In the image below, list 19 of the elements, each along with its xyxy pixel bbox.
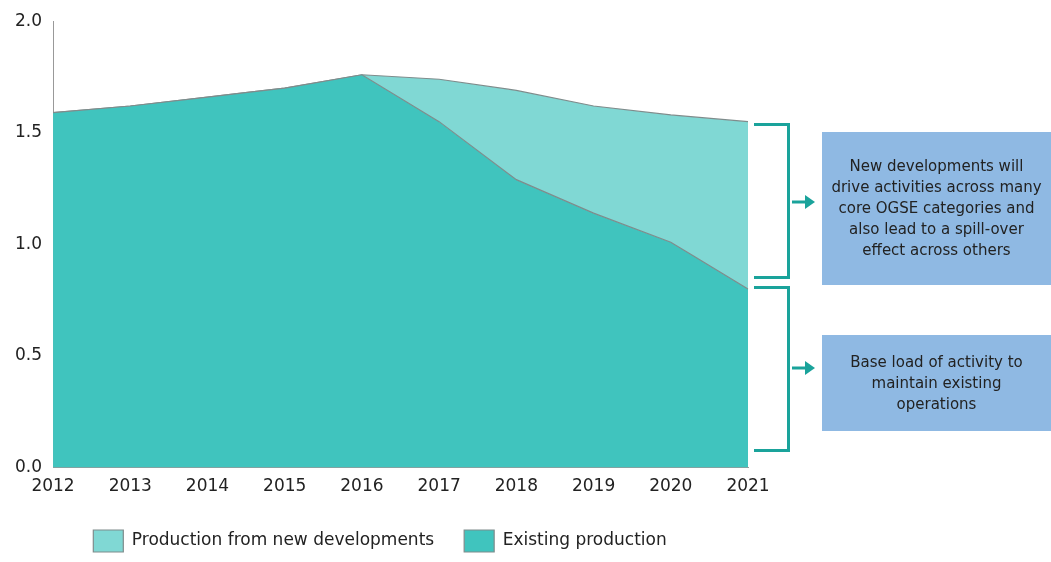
x-tick-label: 2020	[649, 475, 693, 496]
x-tick-label: 2019	[571, 475, 616, 496]
x-tick-label: 2013	[108, 475, 152, 496]
x-tick-label: 2021	[726, 475, 770, 496]
y-tick-label: 0.5	[14, 344, 43, 365]
x-tick-label: 2014	[185, 475, 230, 496]
x-tick-label: 2012	[31, 475, 75, 496]
legend-label: Production from new developments	[131, 529, 435, 550]
y-tick-label: 2.0	[14, 9, 43, 30]
y-tick-label: 1.5	[14, 121, 43, 142]
x-tick-label: 2017	[417, 475, 461, 496]
x-tick-label: 2015	[263, 475, 307, 496]
legend-label: Existing production	[502, 529, 667, 550]
y-tick-label: 1.0	[14, 232, 43, 253]
y-tick-label: 0.0	[14, 456, 43, 477]
text: New developments will drive activities across many core OGSE categories and also lead to a spill-over effect across others	[822, 132, 1051, 285]
x-tick-label: 2018	[494, 475, 538, 496]
text: Base load of activity to maintain existing operations	[822, 335, 1051, 431]
x-tick-label: 2016	[340, 475, 384, 496]
